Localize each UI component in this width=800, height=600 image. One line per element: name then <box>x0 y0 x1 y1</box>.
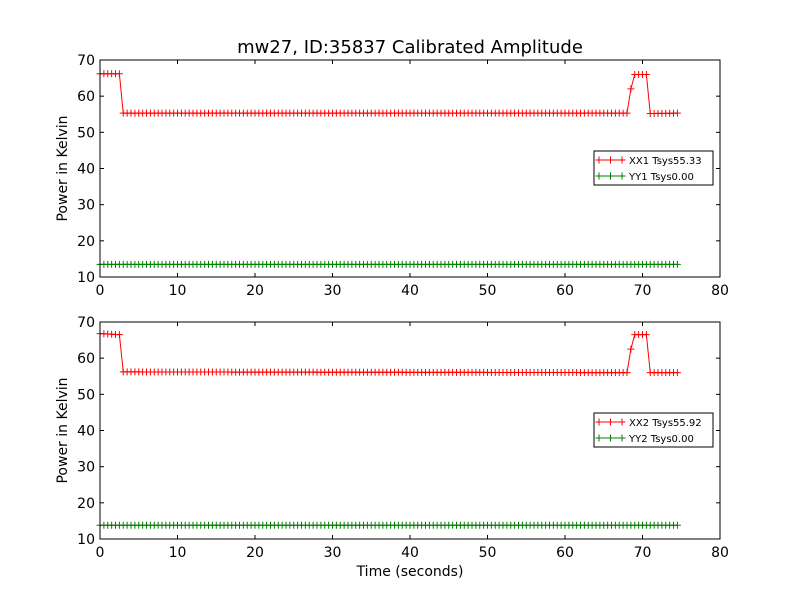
legend-marker <box>618 172 626 180</box>
series-1-marker-138 <box>627 85 635 93</box>
x-tick-label: 70 <box>634 545 652 561</box>
x-axis-label: Time (seconds) <box>356 564 464 580</box>
y-axis-label: Power in Kelvin <box>55 377 71 483</box>
y-tick-label: 70 <box>77 315 95 331</box>
legend-marker <box>595 156 603 164</box>
legend-marker <box>618 434 626 442</box>
x-tick-label: 20 <box>246 283 264 299</box>
y-tick-label: 60 <box>77 351 95 367</box>
y-tick-label: 50 <box>77 125 95 141</box>
series-1-marker-150 <box>673 369 681 377</box>
y-tick-label: 20 <box>77 496 95 512</box>
x-tick-label: 30 <box>324 545 342 561</box>
series-2-marker-150 <box>673 521 681 529</box>
x-tick-label: 80 <box>711 283 729 299</box>
y-axis-label: Power in Kelvin <box>55 115 71 221</box>
legend-marker <box>595 434 603 442</box>
y-tick-label: 30 <box>77 460 95 476</box>
y-tick-label: 30 <box>77 198 95 214</box>
x-tick-label: 10 <box>169 283 187 299</box>
x-tick-label: 0 <box>96 545 105 561</box>
legend-marker <box>618 418 626 426</box>
x-tick-label: 40 <box>401 283 419 299</box>
series-1-marker-6 <box>115 331 123 339</box>
x-tick-label: 20 <box>246 545 264 561</box>
y-tick-label: 40 <box>77 162 95 178</box>
x-tick-label: 30 <box>324 283 342 299</box>
legend-marker <box>595 418 603 426</box>
x-tick-label: 60 <box>556 283 574 299</box>
y-tick-label: 10 <box>77 532 95 548</box>
x-tick-label: 60 <box>556 545 574 561</box>
chart-title: mw27, ID:35837 Calibrated Amplitude <box>237 37 583 58</box>
x-tick-label: 50 <box>479 545 497 561</box>
series-1-marker-142 <box>642 70 650 78</box>
legend-label-1: XX2 Tsys55.92 <box>629 418 702 429</box>
legend-marker <box>607 156 614 164</box>
legend-box <box>593 412 714 448</box>
legend-box <box>593 150 714 186</box>
y-tick-label: 60 <box>77 89 95 105</box>
legend-label-2: YY1 Tsys0.00 <box>628 172 694 183</box>
series-1-marker-137 <box>623 109 631 117</box>
x-tick-label: 50 <box>479 283 497 299</box>
x-tick-label: 40 <box>401 545 419 561</box>
legend-marker <box>607 172 614 180</box>
series-2-marker-150 <box>673 260 681 268</box>
y-tick-label: 10 <box>77 270 95 286</box>
legend-marker <box>607 434 614 442</box>
legend-label-2: YY2 Tsys0.00 <box>628 434 694 445</box>
y-tick-label: 70 <box>77 53 95 69</box>
x-tick-label: 0 <box>96 283 105 299</box>
legend-marker <box>595 172 603 180</box>
legend: XX2 Tsys55.92 YY2 Tsys0.00 <box>593 412 714 448</box>
legend: XX1 Tsys55.33 YY1 Tsys0.00 <box>593 150 714 186</box>
x-tick-label: 70 <box>634 283 652 299</box>
series-1-marker-138 <box>627 345 635 353</box>
series-1-marker-137 <box>623 369 631 377</box>
series-1-marker-150 <box>673 109 681 117</box>
x-tick-label: 10 <box>169 545 187 561</box>
legend-marker <box>607 418 614 426</box>
x-tick-label: 80 <box>711 545 729 561</box>
legend-label-1: XX1 Tsys55.33 <box>629 156 702 167</box>
y-tick-label: 20 <box>77 234 95 250</box>
y-tick-label: 40 <box>77 424 95 440</box>
series-1-marker-142 <box>642 331 650 339</box>
y-tick-label: 50 <box>77 387 95 403</box>
series-1-marker-6 <box>115 70 123 78</box>
legend-marker <box>618 156 626 164</box>
